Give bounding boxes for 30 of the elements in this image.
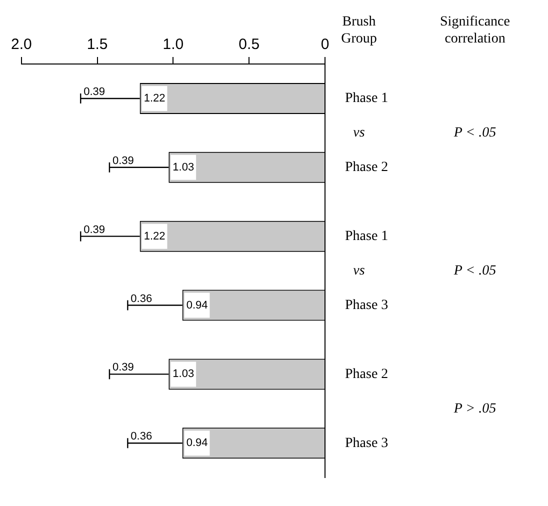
x-tick-label: 1.5	[86, 36, 108, 54]
y-axis-title: Brush Group	[341, 14, 377, 47]
data-label: 1.03	[172, 161, 194, 174]
y-tick-label: Phase 2	[345, 366, 388, 382]
x-tick-label: 0.5	[238, 36, 260, 54]
annotation: 0.36	[130, 292, 152, 305]
text: Significance correlation	[440, 14, 510, 47]
data-label: 1.22	[144, 92, 166, 104]
annotation: 0.39	[84, 224, 106, 236]
y-tick-label: Phase 3	[345, 298, 388, 313]
annotation: 0.39	[112, 362, 134, 374]
y-tick-label: Phase 1	[345, 91, 388, 106]
y-tick-label: Phase 3	[345, 436, 388, 451]
y-tick-label: Phase 1	[345, 229, 388, 244]
text: vs	[353, 126, 366, 141]
y-tick-label: Phase 2	[345, 160, 388, 176]
x-tick-label: 0	[320, 36, 330, 54]
data-label: 1.03	[172, 368, 194, 380]
annotation: 0.39	[84, 86, 106, 98]
annotation: 0.39	[112, 154, 134, 167]
data-label: 0.94	[186, 437, 208, 450]
x-tick-label: 1.0	[162, 36, 184, 54]
text: vs	[353, 263, 366, 278]
x-tick-label: 2.0	[10, 36, 32, 54]
text: P < .05	[452, 263, 496, 278]
annotation: 0.36	[130, 430, 152, 443]
data-label: 0.94	[186, 299, 208, 312]
text: P < .05	[452, 126, 496, 141]
data-label: 1.22	[144, 230, 166, 242]
text: P > .05	[452, 401, 496, 416]
